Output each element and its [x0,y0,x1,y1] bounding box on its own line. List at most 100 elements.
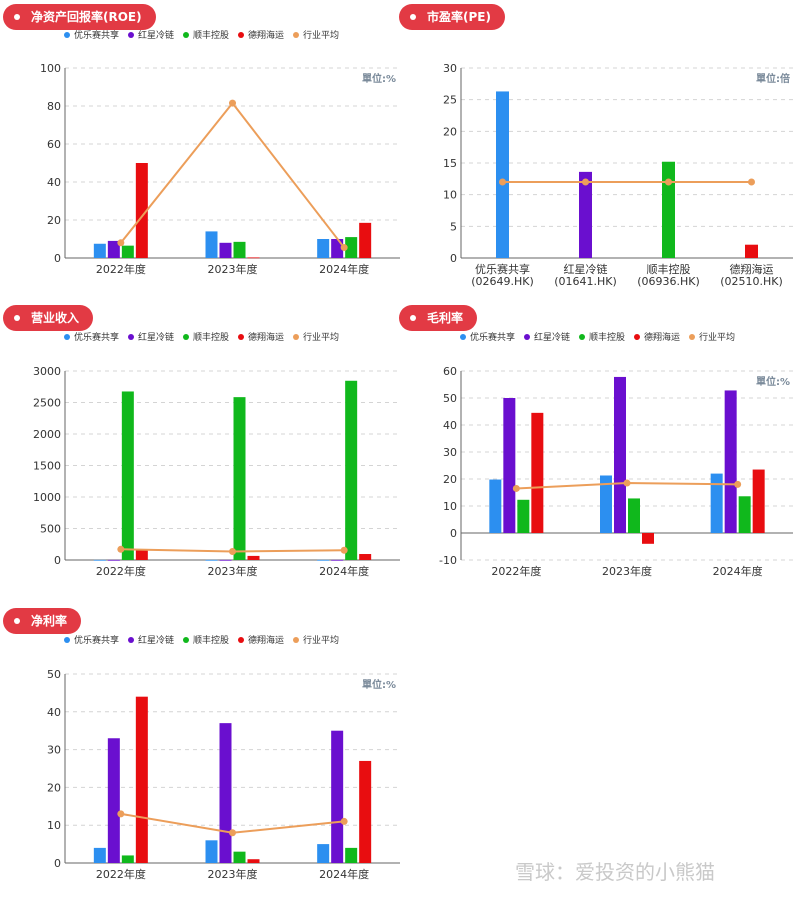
bar [93,243,106,258]
title-dot [14,14,20,20]
average-point [117,545,125,553]
bar [531,412,544,533]
legend-label: 顺丰控股 [193,634,229,646]
bar [219,559,232,561]
bar [317,559,330,561]
y-tick-label: 0 [54,554,61,567]
dot-purple-icon [524,334,530,340]
bar [628,498,640,533]
x-tick-label: 2024年度 [319,564,369,578]
legend-label: 优乐赛共享 [74,29,119,41]
bar [121,855,134,863]
average-point [117,239,125,247]
average-point [340,244,348,252]
y-tick-label: 10 [443,189,457,202]
dot-orange-icon [293,637,299,643]
legend-label: 顺丰控股 [193,29,229,41]
bar [359,760,372,863]
bar [738,496,751,533]
dot-orange-icon [293,32,299,38]
net-chart: 优乐赛共享 红星冷链 顺丰控股 德翔海运 行业平均 0 10 20 30 40 50 單位:% 2022… [47,634,400,881]
legend-label: 优乐赛共享 [74,634,119,646]
y-tick-label: 60 [47,138,61,151]
x-tick-label: 顺丰控股 [647,262,691,276]
y-tick-label: 25 [443,94,457,107]
bar [745,244,758,258]
dot-purple-icon [128,637,134,643]
average-point [748,178,755,186]
bar [331,730,344,863]
legend-label: 德翔海运 [644,331,680,343]
y-tick-label: 15 [443,157,457,170]
legend-label: 行业平均 [303,331,339,343]
dot-blue-icon [64,32,70,38]
average-point [340,546,348,554]
title-dot [410,14,416,20]
gross-title: 毛利率 [427,311,464,325]
gross-chart: 优乐赛共享 红星冷链 顺丰控股 德翔海运 行业平均 -10 0 10 20 30 40 50 60 單位:… [439,331,793,578]
x-tick-label: 2024年度 [319,867,369,881]
dot-red-icon [238,334,244,340]
bar [121,245,134,258]
y-tick-label: 2500 [33,397,61,410]
legend-label: 行业平均 [303,634,339,646]
x-tick-label: (02649.HK) [471,275,534,288]
y-tick-label: 30 [443,446,457,459]
dot-red-icon [634,334,640,340]
average-point [734,480,742,488]
dot-red-icon [238,32,244,38]
bar [503,398,516,533]
bar [489,479,502,533]
bar [93,559,106,561]
bar [496,91,509,258]
x-tick-label: 德翔海运 [730,262,774,276]
y-tick-label: 80 [47,100,61,113]
legend-label: 顺丰控股 [193,331,229,343]
revenue-chart: 优乐赛共享 红星冷链 顺丰控股 德翔海运 行业平均 0 500 1000 1500 2000 250… [33,331,400,578]
dot-green-icon [183,637,189,643]
y-tick-label: 40 [47,176,61,189]
dot-orange-icon [293,334,299,340]
title-dot [410,315,416,321]
unit-label: 單位:% [362,72,396,85]
y-tick-label: 1000 [33,491,61,504]
revenue-title-pill: 营业收入 [3,305,94,331]
x-tick-label: 2022年度 [96,564,146,578]
y-tick-label: 20 [443,125,457,138]
y-tick-label: 30 [47,744,61,757]
average-point [512,484,520,492]
legend-label: 优乐赛共享 [74,331,119,343]
average-point [582,178,589,186]
legend-label: 优乐赛共享 [470,331,515,343]
legend-label: 顺丰控股 [589,331,625,343]
bar [345,380,358,560]
y-tick-label: 0 [450,527,457,540]
bar [247,257,260,259]
bar [345,847,358,863]
x-tick-label: 2023年度 [208,867,258,881]
net-title-pill: 净利率 [3,608,82,634]
average-point [229,829,236,837]
dot-blue-icon [64,334,70,340]
y-tick-label: 20 [47,781,61,794]
bar [614,376,626,533]
dot-red-icon [238,637,244,643]
bar [107,559,120,561]
average-point [340,817,348,825]
bar [317,239,330,258]
bar [219,723,232,863]
dot-orange-icon [689,334,695,340]
y-tick-label: 20 [443,473,457,486]
dot-purple-icon [128,334,134,340]
y-tick-label: 1500 [33,460,61,473]
pe-title: 市盈率(PE) [427,10,491,24]
bar [135,549,148,560]
average-point [229,99,236,107]
x-tick-label: 2024年度 [713,564,763,578]
bar [317,844,330,863]
bar [724,390,737,533]
y-tick-label: 2000 [33,428,61,441]
unit-label: 單位:% [362,678,396,691]
legend-label: 德翔海运 [248,634,284,646]
